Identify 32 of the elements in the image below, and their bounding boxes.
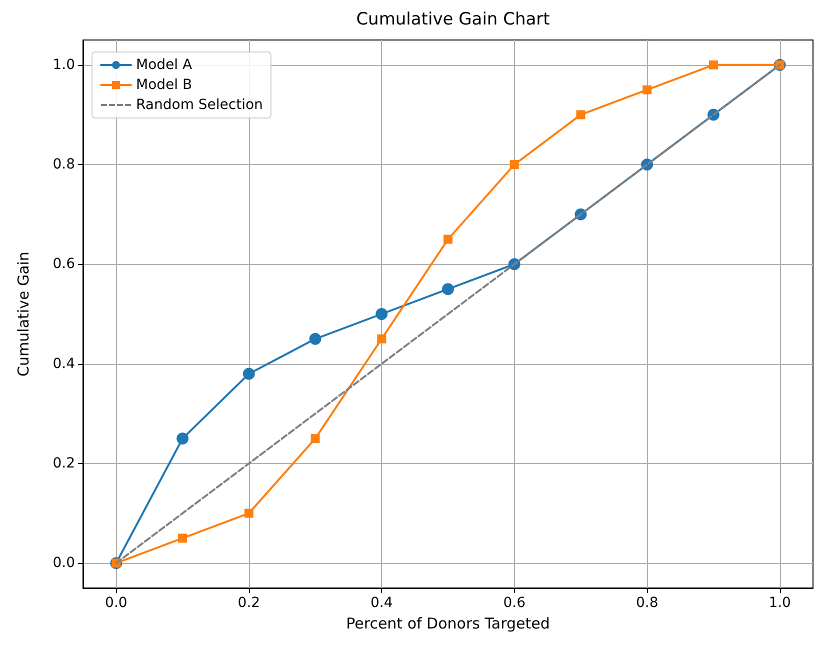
legend-label: Model B <box>136 77 192 93</box>
x-tick-label: 0.4 <box>370 595 393 611</box>
point <box>576 110 586 120</box>
y-axis-title: Cumulative Gain <box>14 252 32 376</box>
y-tick-label: 0.8 <box>52 156 75 173</box>
x-tick-label: 0.8 <box>636 595 658 611</box>
y-tick-label: 0.2 <box>52 455 75 472</box>
point <box>708 60 718 70</box>
legend-label: Random Selection <box>136 97 263 113</box>
y-tick-label: 0.6 <box>52 256 76 272</box>
x-tick-label: 0.0 <box>105 595 128 611</box>
x-tick-label: 1.0 <box>768 595 791 611</box>
point <box>510 160 519 170</box>
point <box>376 308 388 320</box>
point <box>310 434 320 444</box>
y-tick-label: 0.0 <box>52 555 75 572</box>
point <box>176 432 189 445</box>
y-tick-label: 0.4 <box>52 356 76 372</box>
point <box>242 368 255 380</box>
point <box>309 332 322 345</box>
chart-title: Cumulative Gain Chart <box>356 10 550 30</box>
point <box>244 508 254 518</box>
point <box>377 334 386 344</box>
x-axis-title: Percent of Donors Targeted <box>346 614 550 632</box>
point <box>444 234 452 244</box>
point <box>178 534 188 543</box>
x-tick-label: 0.6 <box>503 595 526 611</box>
legend-label: Model A <box>136 57 192 73</box>
point <box>642 85 652 94</box>
x-tick-label: 0.2 <box>238 595 260 611</box>
y-tick-label: 1.0 <box>52 56 75 73</box>
point <box>442 283 454 296</box>
